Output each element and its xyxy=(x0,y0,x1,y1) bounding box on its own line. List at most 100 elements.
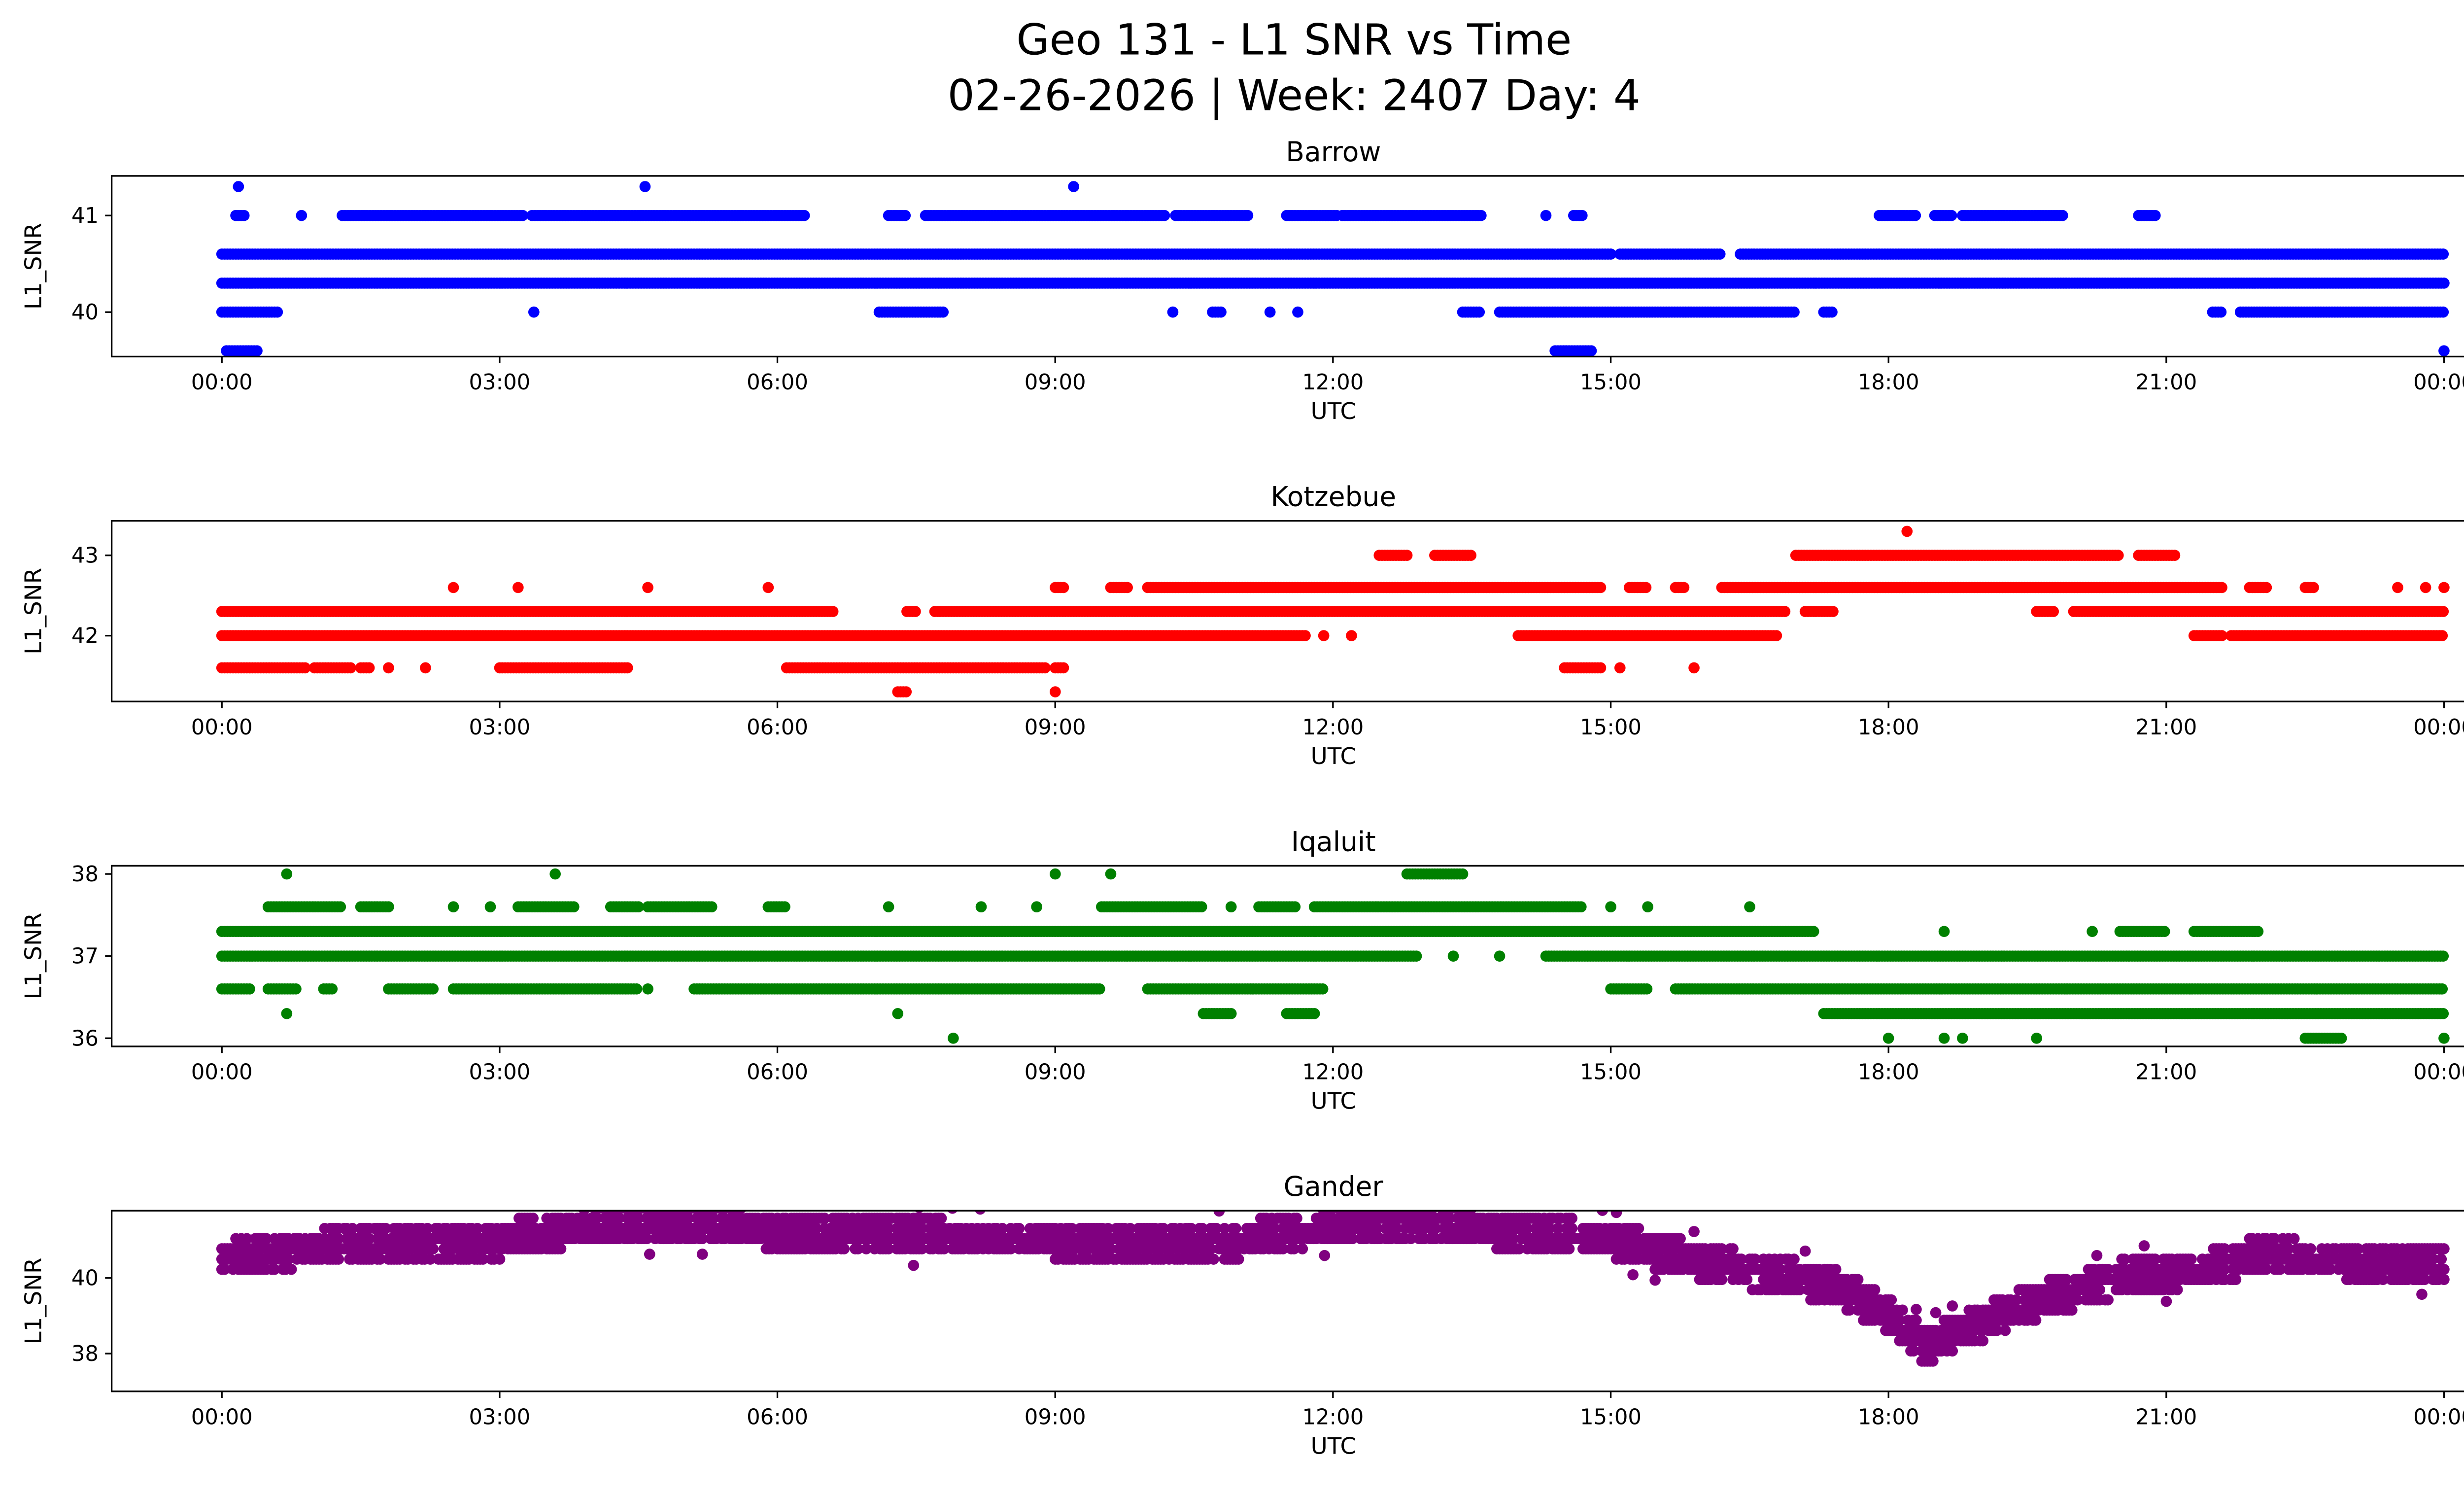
data-point xyxy=(1159,209,1170,221)
data-point xyxy=(447,901,459,913)
data-point xyxy=(1688,662,1700,674)
data-point xyxy=(1031,901,1042,913)
data-point xyxy=(1122,582,1133,593)
data-point xyxy=(1744,901,1755,913)
data-point xyxy=(1215,306,1227,318)
x-tick-label: 12:00 xyxy=(1302,715,1364,740)
data-point xyxy=(1475,209,1487,221)
x-tick-label: 09:00 xyxy=(1025,370,1086,395)
data-point xyxy=(1264,306,1276,318)
data-point xyxy=(2216,582,2227,593)
data-point xyxy=(296,209,308,221)
data-point xyxy=(383,901,394,913)
y-axis-label: L1_SNR xyxy=(20,568,47,655)
x-axis-label: UTC xyxy=(1311,398,1356,425)
data-point xyxy=(281,868,293,880)
data-point xyxy=(2215,306,2227,318)
data-point xyxy=(2112,550,2124,561)
data-point xyxy=(1788,306,1800,318)
data-point xyxy=(2436,630,2448,641)
data-point xyxy=(233,181,244,192)
data-points xyxy=(216,181,2450,357)
data-point xyxy=(1585,345,1597,357)
data-point xyxy=(1473,306,1485,318)
data-point xyxy=(1242,209,1254,221)
data-point xyxy=(513,582,524,593)
data-point xyxy=(447,582,459,593)
x-axis-label: UTC xyxy=(1311,743,1356,770)
figure-title-line2: 02-26-2026 | Week: 2407 Day: 4 xyxy=(948,71,1641,121)
data-point xyxy=(1779,606,1791,617)
data-point xyxy=(1292,306,1303,318)
y-tick-label: 43 xyxy=(71,544,99,568)
data-point xyxy=(2438,278,2450,289)
data-point xyxy=(1771,630,1782,641)
data-point xyxy=(1049,868,1061,880)
data-point xyxy=(1714,248,1726,260)
figure-title-line1: Geo 131 - L1 SNR vs Time xyxy=(1016,15,1572,65)
x-tick-label: 12:00 xyxy=(1302,370,1364,395)
data-point xyxy=(2392,582,2403,593)
y-axis-label: L1_SNR xyxy=(20,223,47,310)
data-point xyxy=(642,582,653,593)
data-point xyxy=(2308,582,2319,593)
data-point xyxy=(1346,630,1357,641)
x-tick-label: 00:00 xyxy=(191,370,253,395)
x-tick-label: 18:00 xyxy=(1858,715,1919,740)
data-point xyxy=(2437,306,2449,318)
panel-title: Kotzebue xyxy=(1270,481,1396,513)
x-tick-label: 15:00 xyxy=(1580,715,1642,740)
data-point xyxy=(383,662,394,674)
data-point xyxy=(1678,582,1690,593)
data-point xyxy=(1196,901,1207,913)
x-tick-label: 00:00 xyxy=(2413,715,2464,740)
data-point xyxy=(1465,550,1477,561)
x-tick-label: 03:00 xyxy=(469,370,530,395)
data-point xyxy=(1614,662,1626,674)
data-point xyxy=(420,662,431,674)
data-point xyxy=(900,686,912,697)
data-point xyxy=(633,901,644,913)
data-point xyxy=(345,662,356,674)
data-point xyxy=(528,306,540,318)
x-tick-label: 21:00 xyxy=(2135,370,2197,395)
data-point xyxy=(1642,901,1653,913)
data-point xyxy=(899,209,911,221)
data-point xyxy=(1605,901,1616,913)
data-point xyxy=(2216,630,2227,641)
data-point xyxy=(484,901,496,913)
data-point xyxy=(363,662,375,674)
data-point xyxy=(1225,901,1237,913)
data-point xyxy=(1826,306,1838,318)
x-tick-label: 18:00 xyxy=(1858,370,1919,395)
data-point xyxy=(706,901,718,913)
data-point xyxy=(1105,868,1117,880)
data-point xyxy=(2169,550,2181,561)
data-point xyxy=(2437,248,2449,260)
data-point xyxy=(2048,606,2059,617)
axes-frame xyxy=(110,175,2464,358)
x-tick-label: 06:00 xyxy=(747,370,808,395)
panel-title: Iqaluit xyxy=(1291,826,1376,857)
data-point xyxy=(2149,209,2161,221)
data-point xyxy=(251,345,263,357)
data-point xyxy=(883,901,894,913)
x-tick-label: 09:00 xyxy=(1025,715,1086,740)
data-point xyxy=(621,662,633,674)
data-point xyxy=(827,606,839,617)
data-point xyxy=(2437,606,2449,617)
x-tick-label: 21:00 xyxy=(2135,715,2197,740)
data-point xyxy=(1540,209,1552,221)
y-tick-label: 40 xyxy=(71,300,99,325)
data-point xyxy=(1640,582,1652,593)
data-point xyxy=(299,662,311,674)
data-point xyxy=(1401,550,1413,561)
data-point xyxy=(238,209,250,221)
y-tick-label: 42 xyxy=(71,624,99,649)
data-point xyxy=(1058,582,1069,593)
y-tick-label: 41 xyxy=(71,204,99,228)
